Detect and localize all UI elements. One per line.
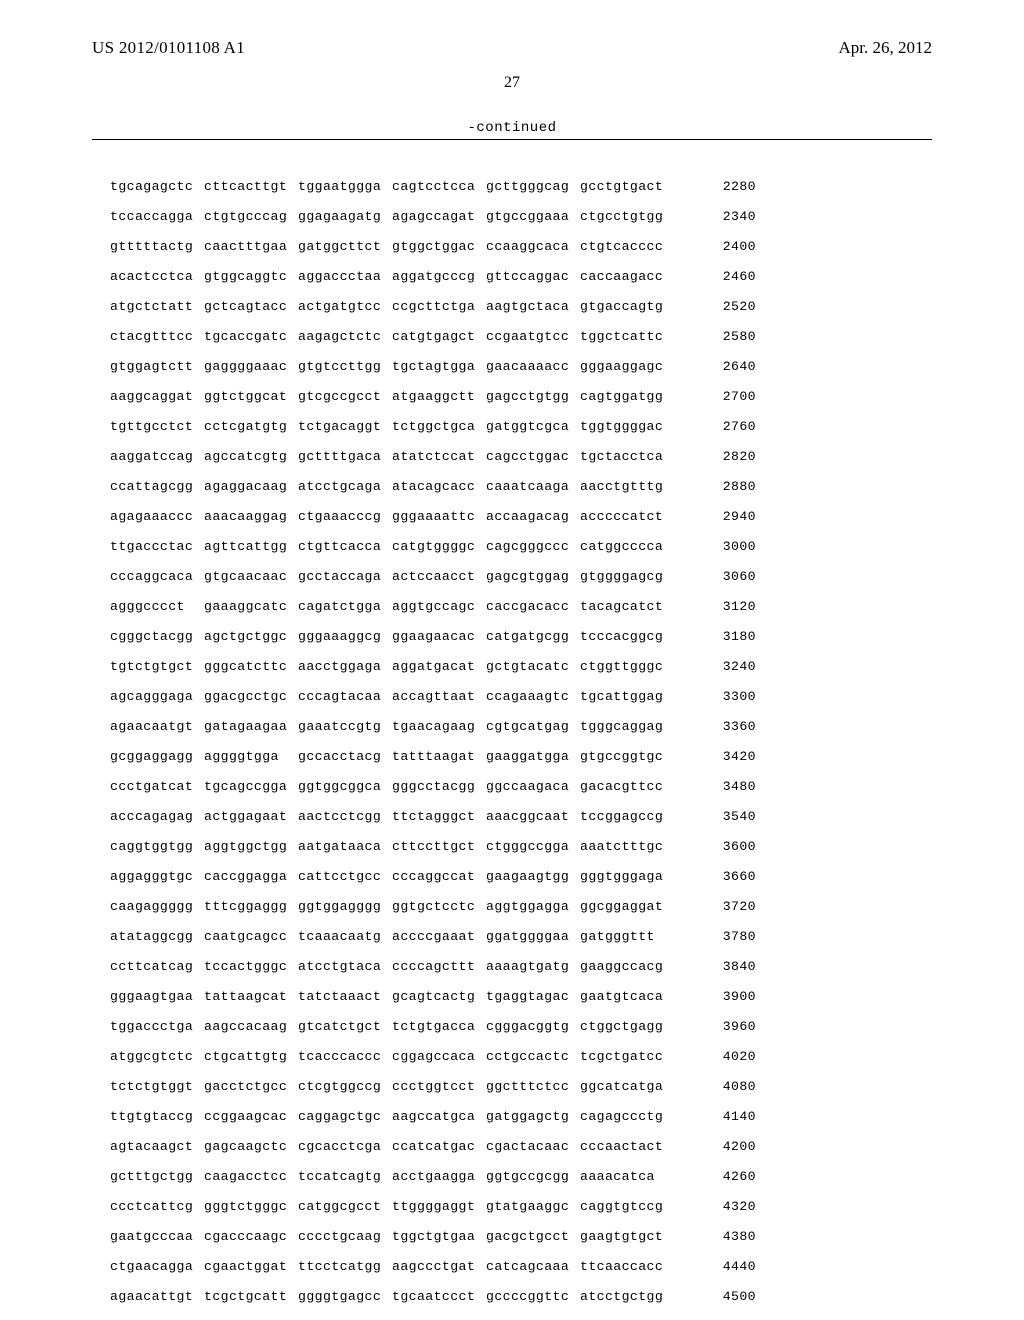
sequence-row: caggtggtggaggtggctggaatgataacacttccttgct…	[110, 832, 756, 862]
sequence-row: tggaccctgaaagccacaaggtcatctgcttctgtgacca…	[110, 1012, 756, 1042]
sequence-row: aaggatccagagccatcgtggcttttgacaatatctccat…	[110, 442, 756, 472]
sequence-row: aaggcaggatggtctggcatgtcgccgcctatgaaggctt…	[110, 382, 756, 412]
sequence-row: gcggaggaggaggggtggagccacctacgtatttaagatg…	[110, 742, 756, 772]
sequence-row: gaatgcccaacgacccaagccccctgcaagtggctgtgaa…	[110, 1222, 756, 1252]
sequence-row: agtacaagctgagcaagctccgcacctcgaccatcatgac…	[110, 1132, 756, 1162]
sequence-row: atgctctattgctcagtaccactgatgtccccgcttctga…	[110, 292, 756, 322]
sequence-row: ttgaccctacagttcattggctgttcaccacatgtggggc…	[110, 532, 756, 562]
sequence-row: agaacaatgtgatagaagaagaaatccgtgtgaacagaag…	[110, 712, 756, 742]
sequence-row: aggagggtgccaccggaggacattcctgcccccaggccat…	[110, 862, 756, 892]
sequence-row: acccagagagactggagaataactcctcggttctagggct…	[110, 802, 756, 832]
sequence-row: gctttgctggcaagacctcctccatcagtgacctgaagga…	[110, 1162, 756, 1192]
rule-bottom	[92, 139, 932, 140]
sequence-row: cgggctacggagctgctggcgggaaaggcgggaagaacac…	[110, 622, 756, 652]
sequence-listing: tgcagagctccttcacttgttggaatgggacagtcctcca…	[110, 172, 756, 1312]
continued-label: -continued	[0, 120, 1024, 136]
sequence-row: gggaagtgaatattaagcattatctaaactgcagtcactg…	[110, 982, 756, 1012]
page-number: 27	[0, 74, 1024, 92]
sequence-row: agagaaacccaaacaaggagctgaaacccggggaaaattc…	[110, 502, 756, 532]
sequence-row: ctacgtttcctgcaccgatcaagagctctccatgtgagct…	[110, 322, 756, 352]
publication-date: Apr. 26, 2012	[839, 38, 933, 58]
sequence-row: caagagggggtttcggagggggtggaggggggtgctcctc…	[110, 892, 756, 922]
sequence-row: ccattagcggagaggacaagatcctgcagaatacagcacc…	[110, 472, 756, 502]
sequence-row: acactcctcagtggcaggtcaggaccctaaaggatgcccg…	[110, 262, 756, 292]
publication-number: US 2012/0101108 A1	[92, 38, 245, 58]
page-root: US 2012/0101108 A1 Apr. 26, 2012 27 -con…	[0, 0, 1024, 1320]
sequence-row: ttgtgtaccgccggaagcaccaggagctgcaagccatgca…	[110, 1102, 756, 1132]
sequence-row: agaacattgttcgctgcattggggtgagcctgcaatccct…	[110, 1282, 756, 1312]
sequence-row: ctgaacaggacgaactggatttcctcatggaagccctgat…	[110, 1252, 756, 1282]
sequence-row: tgcagagctccttcacttgttggaatgggacagtcctcca…	[110, 172, 756, 202]
sequence-row: ccttcatcagtccactgggcatcctgtacaccccagcttt…	[110, 952, 756, 982]
sequence-row: atggcgtctcctgcattgtgtcacccaccccggagccaca…	[110, 1042, 756, 1072]
sequence-row: ccctgatcattgcagccggaggtggcggcagggcctacgg…	[110, 772, 756, 802]
sequence-row: gtggagtcttgaggggaaacgtgtccttggtgctagtgga…	[110, 352, 756, 382]
sequence-row: agcagggagaggacgcctgccccagtacaaaccagttaat…	[110, 682, 756, 712]
sequence-row: gtttttactgcaactttgaagatggcttctgtggctggac…	[110, 232, 756, 262]
sequence-row: agggcccctgaaaggcatccagatctggaaggtgccagcc…	[110, 592, 756, 622]
sequence-row: tgtctgtgctgggcatcttcaacctggagaaggatgacat…	[110, 652, 756, 682]
sequence-row: tgttgcctctcctcgatgtgtctgacaggttctggctgca…	[110, 412, 756, 442]
sequence-row: ccctcattcggggtctgggccatggcgcctttggggaggt…	[110, 1192, 756, 1222]
sequence-row: tctctgtggtgacctctgccctcgtggccgccctggtcct…	[110, 1072, 756, 1102]
sequence-row: cccaggcacagtgcaacaacgcctaccagaactccaacct…	[110, 562, 756, 592]
sequence-row: tccaccaggactgtgcccagggagaagatgagagccagat…	[110, 202, 756, 232]
sequence-row: atataggcggcaatgcagcctcaaacaatgaccccgaaat…	[110, 922, 756, 952]
